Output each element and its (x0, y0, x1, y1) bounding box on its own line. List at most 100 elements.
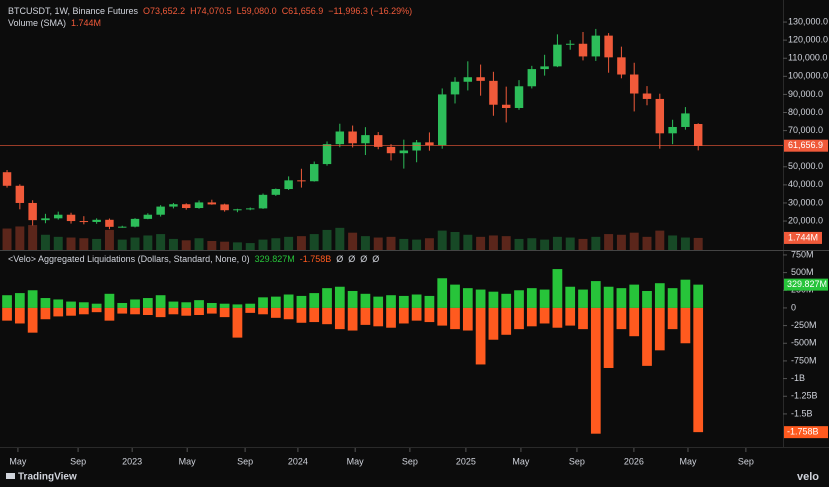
liquidation-bar (514, 290, 524, 308)
liquidation-bar (475, 289, 486, 308)
candle-body (668, 126, 677, 134)
liquidation-bar (283, 307, 294, 320)
liquidation-bar (219, 303, 230, 308)
candle-body (412, 142, 421, 151)
candle-body (322, 144, 332, 165)
liquidation-bar (309, 293, 320, 308)
liquidation-bar (14, 293, 25, 308)
velo-brand: velo (797, 471, 819, 483)
volume-bar (578, 238, 588, 250)
volume-bar (245, 243, 255, 250)
liquidation-bar (117, 307, 128, 314)
liquidation-bar (590, 281, 601, 308)
y-tick-label: -250M (791, 320, 817, 330)
x-tick-label: Sep (569, 456, 585, 466)
candle-body (130, 218, 140, 227)
header-value: H74,070.5 (190, 6, 232, 16)
liquidation-bar (2, 295, 12, 308)
liquidation-bar (91, 303, 102, 308)
candle-body (220, 204, 229, 211)
x-tick-label: 2023 (122, 456, 142, 466)
volume-bar (79, 238, 89, 250)
candle-body (246, 208, 255, 210)
x-tick-label: May (512, 456, 530, 466)
candle-body (361, 135, 370, 144)
candle-body (28, 202, 37, 221)
liquidation-bar (270, 307, 281, 318)
liquidation-bar (245, 303, 256, 308)
liquidation-bar (104, 293, 115, 308)
liquidation-bar (539, 289, 550, 308)
x-tick-label: 2026 (624, 456, 644, 466)
candle-body (271, 189, 281, 195)
liquidation-bar (40, 307, 51, 320)
liquidation-bar (206, 302, 217, 308)
volume-bar (296, 236, 306, 250)
volume-bar (40, 234, 50, 250)
liquidation-bar (488, 307, 499, 340)
x-tick-label: Sep (237, 456, 253, 466)
liquidation-bar (194, 300, 204, 308)
volume-bar (437, 230, 447, 250)
candle-body (41, 218, 50, 221)
volume-bar (488, 235, 498, 250)
liquidation-bar (219, 307, 230, 318)
liquidation-bar (168, 307, 179, 315)
candle-body (348, 131, 357, 144)
liquidation-bar (360, 293, 371, 308)
volume-bar (322, 229, 332, 250)
volume-bar (373, 237, 383, 250)
liq-last-box (784, 278, 828, 291)
y-tick-label: 0 (791, 302, 796, 312)
liquidation-bar (398, 295, 409, 308)
liquidation-bar (322, 307, 332, 325)
liquidation-bar (654, 283, 665, 308)
liquidation-bar (283, 294, 294, 308)
liq-title: <Velo> Aggregated Liquidations (Dollars,… (8, 254, 250, 264)
liquidation-bar (603, 307, 614, 368)
y-tick-label: -1B (791, 373, 805, 383)
candle-body (425, 142, 434, 146)
volume-bar (540, 239, 550, 250)
liquidation-bar (411, 294, 422, 308)
volume-bar (514, 238, 524, 250)
volume-bar (53, 236, 63, 250)
candle-body (565, 43, 575, 45)
candle-body (194, 202, 204, 209)
volume-bar (693, 237, 703, 250)
liquidation-bar (296, 307, 307, 323)
y-tick-label: -500M (791, 338, 817, 348)
liquidation-bar (296, 295, 307, 308)
liquidation-bar (117, 302, 128, 308)
liquidation-bar (450, 307, 460, 330)
liquidation-bar (565, 286, 576, 308)
candle-body (386, 146, 396, 154)
liq-header-value: 329.827M (255, 254, 295, 264)
y-tick-label: 110,000.0 (788, 53, 827, 63)
liquidation-bar (53, 299, 64, 308)
liquidation-bar (142, 307, 153, 315)
volume-bar (232, 242, 242, 250)
y-tick-label: 90,000.0 (788, 89, 823, 99)
liquidation-bar (616, 307, 627, 330)
liquidation-bar (398, 307, 409, 324)
liquidation-bar (603, 286, 614, 308)
logo-mark (6, 473, 15, 479)
volume-bar (207, 241, 217, 250)
liquidation-bar (616, 288, 627, 308)
liquidation-bar (334, 286, 345, 308)
title: BTCUSDT, 1W, Binance Futures (8, 6, 139, 16)
logo[interactable]: TradingView (6, 472, 77, 483)
volume-bar (168, 238, 178, 250)
liquidation-bar (53, 307, 64, 317)
candle-body (2, 172, 12, 186)
volume-bar (92, 238, 102, 250)
candle-body (258, 194, 268, 209)
liquidation-bar (552, 307, 563, 328)
liquidation-bar (488, 291, 499, 308)
volume-bar (616, 234, 626, 250)
liq-header-value: Ø (348, 254, 355, 264)
y-tick-label: 40,000.0 (788, 179, 823, 189)
liquidation-bar (104, 307, 115, 321)
